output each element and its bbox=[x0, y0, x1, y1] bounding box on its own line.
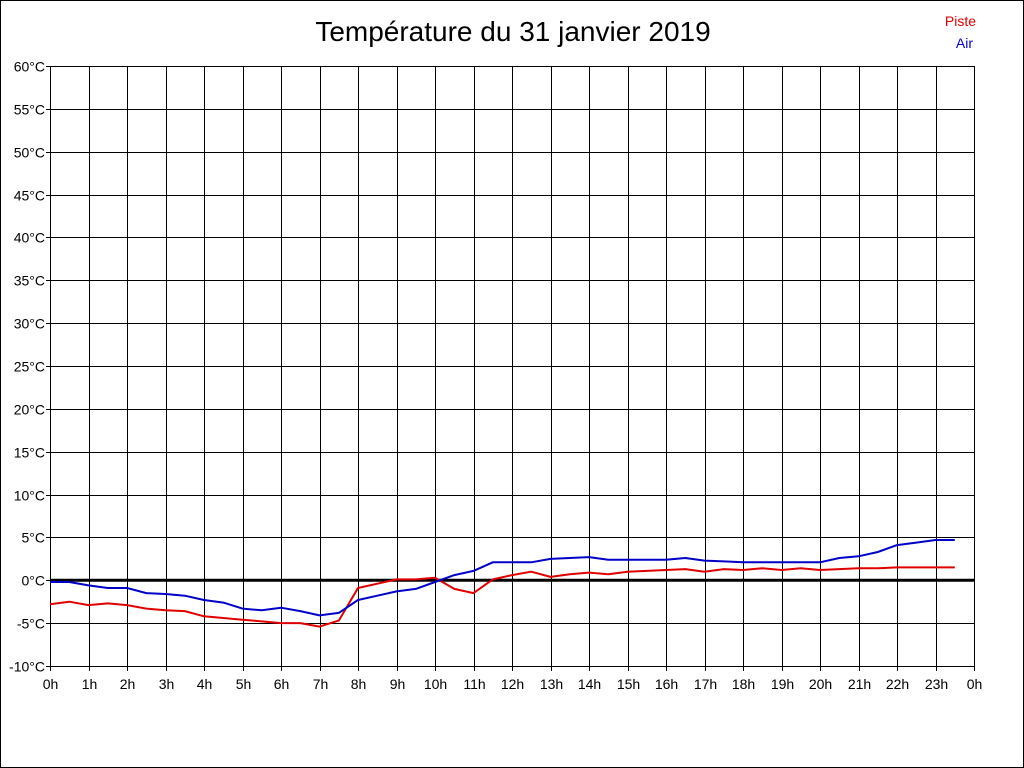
x-tick-label: 1h bbox=[82, 676, 98, 692]
x-tick-label: 22h bbox=[886, 676, 909, 692]
series-line-piste bbox=[49, 566, 955, 628]
x-tick-label: 3h bbox=[159, 676, 175, 692]
y-tick-label: 35°C bbox=[14, 273, 45, 289]
x-tick-label: 2h bbox=[120, 676, 136, 692]
y-tick-label: 60°C bbox=[14, 59, 45, 75]
y-tick-label: 20°C bbox=[14, 402, 45, 418]
chart-title: Température du 31 janvier 2019 bbox=[315, 16, 711, 47]
y-tick-label: 5°C bbox=[22, 530, 46, 546]
y-tick-label: -10°C bbox=[9, 659, 45, 675]
x-tick-label: 0h bbox=[967, 676, 983, 692]
x-tick-label: 18h bbox=[732, 676, 755, 692]
x-tick-label: 19h bbox=[771, 676, 794, 692]
x-tick-label: 17h bbox=[694, 676, 717, 692]
y-tick-label: 40°C bbox=[14, 230, 45, 246]
x-tick-label: 15h bbox=[617, 676, 640, 692]
y-tick-label: 30°C bbox=[14, 316, 45, 332]
x-tick-label: 10h bbox=[424, 676, 447, 692]
plot-border bbox=[50, 66, 975, 667]
x-tick-label: 8h bbox=[351, 676, 367, 692]
x-tick-label: 20h bbox=[809, 676, 832, 692]
series-line-air bbox=[50, 539, 955, 617]
x-tick-label: 7h bbox=[313, 676, 329, 692]
x-tick-label: 13h bbox=[540, 676, 563, 692]
x-tick-label: 6h bbox=[274, 676, 290, 692]
y-tick-label: 50°C bbox=[14, 145, 45, 161]
x-tick-label: 16h bbox=[655, 676, 678, 692]
y-tick-label: -5°C bbox=[17, 616, 45, 632]
legend-item-piste: Piste bbox=[944, 13, 976, 29]
x-tick-label: 23h bbox=[925, 676, 948, 692]
x-tick-label: 11h bbox=[463, 676, 485, 692]
legend-item-air: Air bbox=[955, 35, 973, 51]
x-tick-label: 14h bbox=[578, 676, 601, 692]
x-tick-label: 4h bbox=[197, 676, 213, 692]
y-tick-label: 10°C bbox=[14, 488, 45, 504]
y-tick-label: 55°C bbox=[14, 102, 45, 118]
y-tick-label: 25°C bbox=[14, 359, 45, 375]
y-tick-label: 45°C bbox=[14, 188, 45, 204]
x-tick-label: 5h bbox=[236, 676, 252, 692]
x-tick-label: 0h bbox=[43, 676, 59, 692]
x-tick-label: 21h bbox=[848, 676, 871, 692]
x-tick-label: 12h bbox=[501, 676, 524, 692]
y-tick-label: 0°C bbox=[22, 573, 46, 589]
y-tick-label: 15°C bbox=[14, 445, 45, 461]
x-tick-label: 9h bbox=[390, 676, 406, 692]
